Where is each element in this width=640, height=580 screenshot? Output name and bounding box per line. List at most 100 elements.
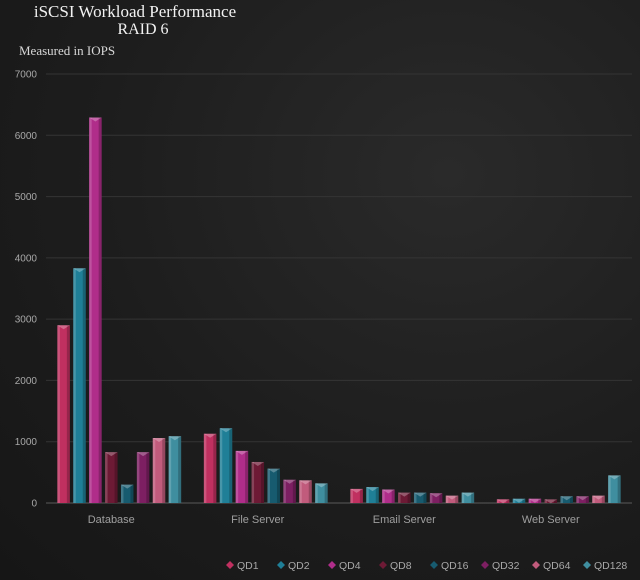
legend-label: QD1	[237, 560, 259, 572]
bar-highlight	[608, 475, 611, 503]
bar-cap	[461, 492, 475, 497]
bar-highlight	[413, 492, 417, 503]
legend-swatch	[583, 561, 591, 569]
bar-cap	[251, 461, 265, 466]
bar-shade	[308, 480, 312, 503]
y-tick-label: 4000	[15, 253, 38, 264]
legend-label: QD4	[339, 560, 361, 572]
bar-highlight	[299, 480, 302, 503]
bar-shade	[538, 498, 542, 503]
bar-shade	[98, 117, 102, 504]
bar	[608, 475, 621, 503]
bar	[429, 493, 443, 503]
bar-cap	[299, 480, 312, 485]
bar-shade	[178, 436, 182, 503]
bar-shade	[276, 468, 280, 503]
bar	[152, 438, 166, 503]
x-tick-label: Web Server	[522, 514, 580, 526]
bar	[496, 499, 510, 503]
y-tick-label: 6000	[15, 131, 38, 142]
bar	[315, 483, 328, 503]
bar-highlight	[576, 496, 579, 503]
bar-cap	[315, 483, 328, 488]
unit-note: Measured in IOPS	[19, 43, 116, 58]
bar-shade	[471, 492, 475, 503]
bar-cap	[283, 479, 296, 484]
bar-highlight	[251, 461, 255, 503]
bar	[350, 488, 363, 503]
bar	[512, 498, 526, 503]
bar	[413, 492, 427, 503]
legend-label: QD64	[543, 560, 571, 572]
bar-highlight	[528, 498, 532, 503]
bar-highlight	[57, 325, 60, 503]
bar-cap	[429, 493, 443, 498]
bar-highlight	[398, 492, 401, 503]
bar-shade	[522, 498, 526, 503]
y-tick-label: 2000	[15, 376, 38, 387]
y-tick-label: 7000	[15, 70, 38, 81]
bar	[89, 117, 102, 504]
bar-cap	[350, 488, 363, 493]
bar	[445, 495, 459, 503]
bar-highlight	[105, 452, 108, 503]
bar-shade	[229, 428, 233, 503]
legend-label: QD32	[492, 560, 520, 572]
bar-shade	[162, 438, 166, 503]
y-tick-label: 0	[31, 499, 37, 510]
bar	[299, 480, 312, 503]
legend-swatch	[379, 561, 387, 569]
bar	[105, 452, 118, 503]
bar-shade	[66, 325, 70, 503]
bar	[283, 479, 296, 503]
legend-swatch	[532, 561, 540, 569]
bar-cap	[445, 495, 459, 500]
bar-cap	[152, 438, 166, 443]
bar-cap	[528, 498, 542, 503]
bar-shade	[292, 479, 296, 503]
bar	[592, 495, 605, 503]
legend-label: QD2	[288, 560, 310, 572]
bar	[461, 492, 475, 503]
bar	[203, 433, 217, 503]
bar-cap	[267, 468, 280, 473]
bar	[576, 496, 589, 503]
bar-shade	[455, 495, 459, 503]
bar-cap	[219, 428, 233, 433]
bar	[73, 268, 86, 503]
bar-highlight	[152, 438, 156, 503]
bar-cap	[560, 496, 573, 501]
bar-cap	[544, 499, 558, 504]
bar-shade	[359, 488, 363, 503]
bar-highlight	[203, 433, 207, 503]
chart-title: iSCSI Workload Performance	[33, 2, 237, 21]
bar-shade	[569, 496, 573, 503]
bar-highlight	[544, 499, 548, 503]
bar-cap	[398, 492, 411, 497]
legend-swatch	[430, 561, 438, 569]
chart-subtitle: RAID 6	[117, 21, 169, 38]
bar-highlight	[136, 452, 140, 503]
legend-swatch	[328, 561, 336, 569]
bar	[398, 492, 411, 503]
bar-shade	[324, 483, 328, 503]
bar-cap	[235, 450, 249, 455]
legend-label: QD128	[594, 560, 627, 572]
bar-shade	[130, 484, 134, 503]
y-tick-label: 1000	[15, 437, 38, 448]
bar-highlight	[366, 487, 369, 503]
bar-highlight	[267, 468, 270, 503]
x-tick-label: Database	[88, 514, 135, 526]
bar-cap	[203, 433, 217, 438]
bar-highlight	[429, 493, 433, 503]
bar	[382, 489, 395, 503]
bar-shade	[82, 268, 86, 503]
bar-highlight	[73, 268, 76, 503]
bar	[544, 499, 558, 503]
bar-highlight	[496, 499, 500, 503]
bar-cap	[168, 436, 182, 441]
bar-shade	[585, 496, 589, 503]
bar-cap	[576, 496, 589, 501]
bar	[168, 436, 182, 503]
bar-shade	[554, 499, 558, 503]
